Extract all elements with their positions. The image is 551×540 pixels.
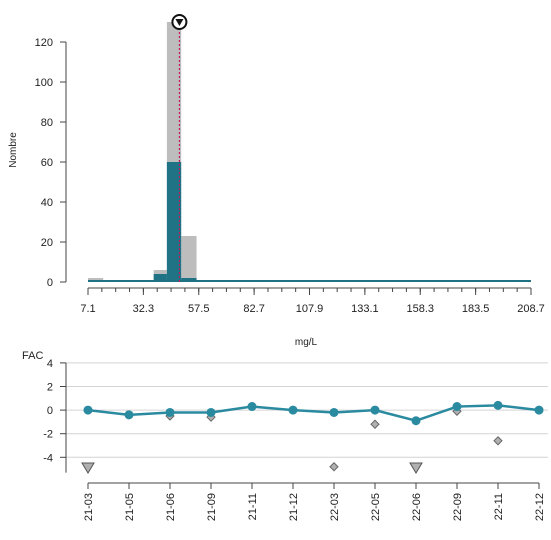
fac-point-5: [288, 405, 298, 415]
fac-point-9: [452, 402, 462, 412]
out-of-range-marker-1: [409, 462, 423, 474]
line-x-tick-label-6: 22-03: [329, 493, 341, 521]
hist-y-tick-label-2: 40: [41, 197, 53, 209]
fac-point-11: [534, 405, 544, 415]
histogram-bar-teal-0: [153, 274, 167, 282]
hist-y-tick-label-3: 60: [41, 157, 53, 169]
hist-x-tick-label-7: 183.5: [462, 303, 490, 315]
histogram-bar-gray-5: [181, 236, 197, 282]
fac-point-6: [329, 407, 339, 417]
hist-y-tick-label-0: 0: [47, 277, 53, 289]
fac-series-line: [87, 404, 540, 423]
line-y-tick-label-3: -2: [43, 429, 53, 441]
hist-x-tick-label-3: 82.7: [243, 303, 264, 315]
line-x-tick-label-4: 21-11: [247, 493, 259, 520]
hist-y-tick-label-5: 100: [35, 77, 53, 89]
fac-point-8: [411, 416, 421, 426]
line-x-tick-label-10: 22-11: [493, 493, 505, 520]
line-y-tick-label-4: -4: [43, 452, 53, 464]
fac-point-2: [165, 407, 175, 417]
fac-point-0: [83, 405, 93, 415]
line-y-tick-label-0: 4: [47, 358, 53, 370]
hist-x-tick-label-4: 107.9: [296, 303, 324, 315]
target-marker-arrow: [175, 19, 184, 26]
hist-x-axis-label: mg/L: [295, 337, 318, 348]
line-y-axis-label: FAC: [22, 350, 43, 362]
fac-point-10: [493, 400, 503, 410]
hist-y-tick-label-1: 20: [41, 237, 53, 249]
histogram-baseline: [88, 280, 531, 282]
line-y-tick-label-1: 2: [47, 382, 53, 394]
hist-y-tick-label-4: 80: [41, 117, 53, 129]
line-x-tick-label-9: 22-09: [452, 493, 464, 521]
hist-x-tick-label-2: 57.5: [188, 303, 209, 315]
diamond-marker-2: [329, 462, 339, 472]
hist-x-tick-label-8: 208.7: [517, 303, 545, 315]
hist-x-tick-label-6: 158.3: [406, 303, 434, 315]
fac-point-4: [247, 402, 257, 412]
line-x-tick-label-0: 21-03: [83, 493, 95, 521]
diamond-marker-3: [370, 419, 380, 429]
out-of-range-marker-0: [81, 462, 95, 474]
hist-x-tick-label-0: 7.1: [80, 303, 95, 315]
line-x-tick-label-5: 21-12: [288, 493, 300, 521]
hist-x-tick-label-5: 133.1: [351, 303, 379, 315]
hist-x-tick-label-1: 32.3: [133, 303, 154, 315]
line-x-tick-label-2: 21-06: [165, 493, 177, 521]
histogram-bar-teal-1: [166, 162, 182, 282]
line-x-tick-label-7: 22-05: [370, 493, 382, 521]
line-x-tick-label-8: 22-06: [411, 493, 423, 521]
fac-point-3: [206, 407, 216, 417]
line-y-tick-label-2: 0: [47, 405, 53, 417]
diamond-marker-5: [493, 436, 503, 446]
line-x-tick-label-1: 21-05: [124, 493, 136, 521]
hist-y-tick-label-6: 120: [35, 37, 53, 49]
fac-point-7: [370, 405, 380, 415]
line-x-tick-label-11: 22-12: [534, 493, 546, 521]
hist-y-axis-label: Nombre: [8, 132, 19, 168]
line-x-tick-label-3: 21-09: [206, 493, 218, 521]
fac-point-1: [124, 410, 134, 420]
